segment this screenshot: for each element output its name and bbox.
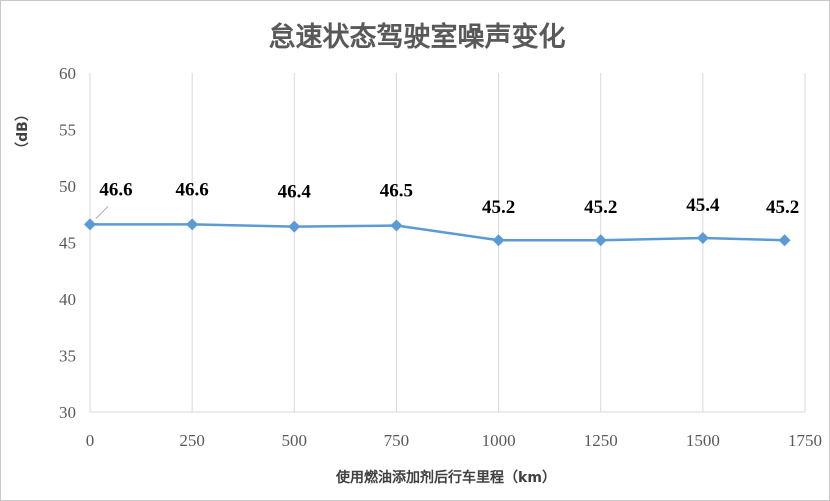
- series-line: [90, 223, 785, 242]
- data-point-marker: [594, 234, 607, 247]
- grid: [89, 73, 806, 413]
- data-label: 45.2: [766, 197, 799, 218]
- x-tick-label: 1500: [686, 431, 720, 450]
- chart-title: 怠速状态驾驶室噪声变化: [269, 21, 566, 53]
- y-tick-label: 40: [59, 290, 76, 309]
- y-tick-label: 50: [59, 177, 76, 196]
- data-point-marker: [186, 218, 199, 231]
- data-label: 45.2: [584, 197, 617, 218]
- data-point-marker: [390, 219, 403, 232]
- x-tick-label: 0: [86, 431, 95, 450]
- data-label: 46.6: [99, 179, 132, 200]
- y-axis-label: （dB）: [15, 107, 31, 156]
- data-point-marker: [778, 234, 791, 247]
- leader-line: [95, 206, 109, 219]
- y-tick-label: 45: [59, 234, 76, 253]
- y-tick-label: 55: [59, 121, 76, 140]
- data-point-marker: [696, 231, 709, 244]
- data-labels: 46.6 46.6 46.4 46.5 45.2 45.2 45.4 45.2: [95, 179, 799, 219]
- data-label: 45.2: [482, 197, 515, 218]
- y-axis-ticks: 30 35 40 45 50 55 60: [59, 64, 76, 422]
- y-tick-label: 60: [59, 64, 76, 83]
- y-tick-label: 35: [59, 347, 76, 366]
- x-axis-label: 使用燃油添加剂后行车里程（km）: [335, 469, 556, 486]
- data-point-marker: [492, 234, 505, 247]
- x-axis-ticks: 0 250 500 750 1000 1250 1500 1750: [86, 431, 822, 450]
- data-label: 46.5: [380, 181, 413, 202]
- x-tick-label: 250: [179, 431, 205, 450]
- x-tick-label: 1000: [482, 431, 516, 450]
- series-layer: [84, 218, 791, 247]
- data-point-marker: [288, 220, 301, 233]
- y-tick-label: 30: [59, 403, 76, 422]
- x-tick-label: 750: [384, 431, 410, 450]
- x-tick-label: 1250: [584, 431, 618, 450]
- data-label: 45.4: [686, 195, 720, 216]
- data-point-marker: [84, 218, 96, 231]
- x-tick-label: 1750: [788, 431, 822, 450]
- data-label: 46.6: [176, 179, 209, 200]
- x-tick-label: 500: [282, 431, 308, 450]
- data-label: 46.4: [278, 182, 312, 203]
